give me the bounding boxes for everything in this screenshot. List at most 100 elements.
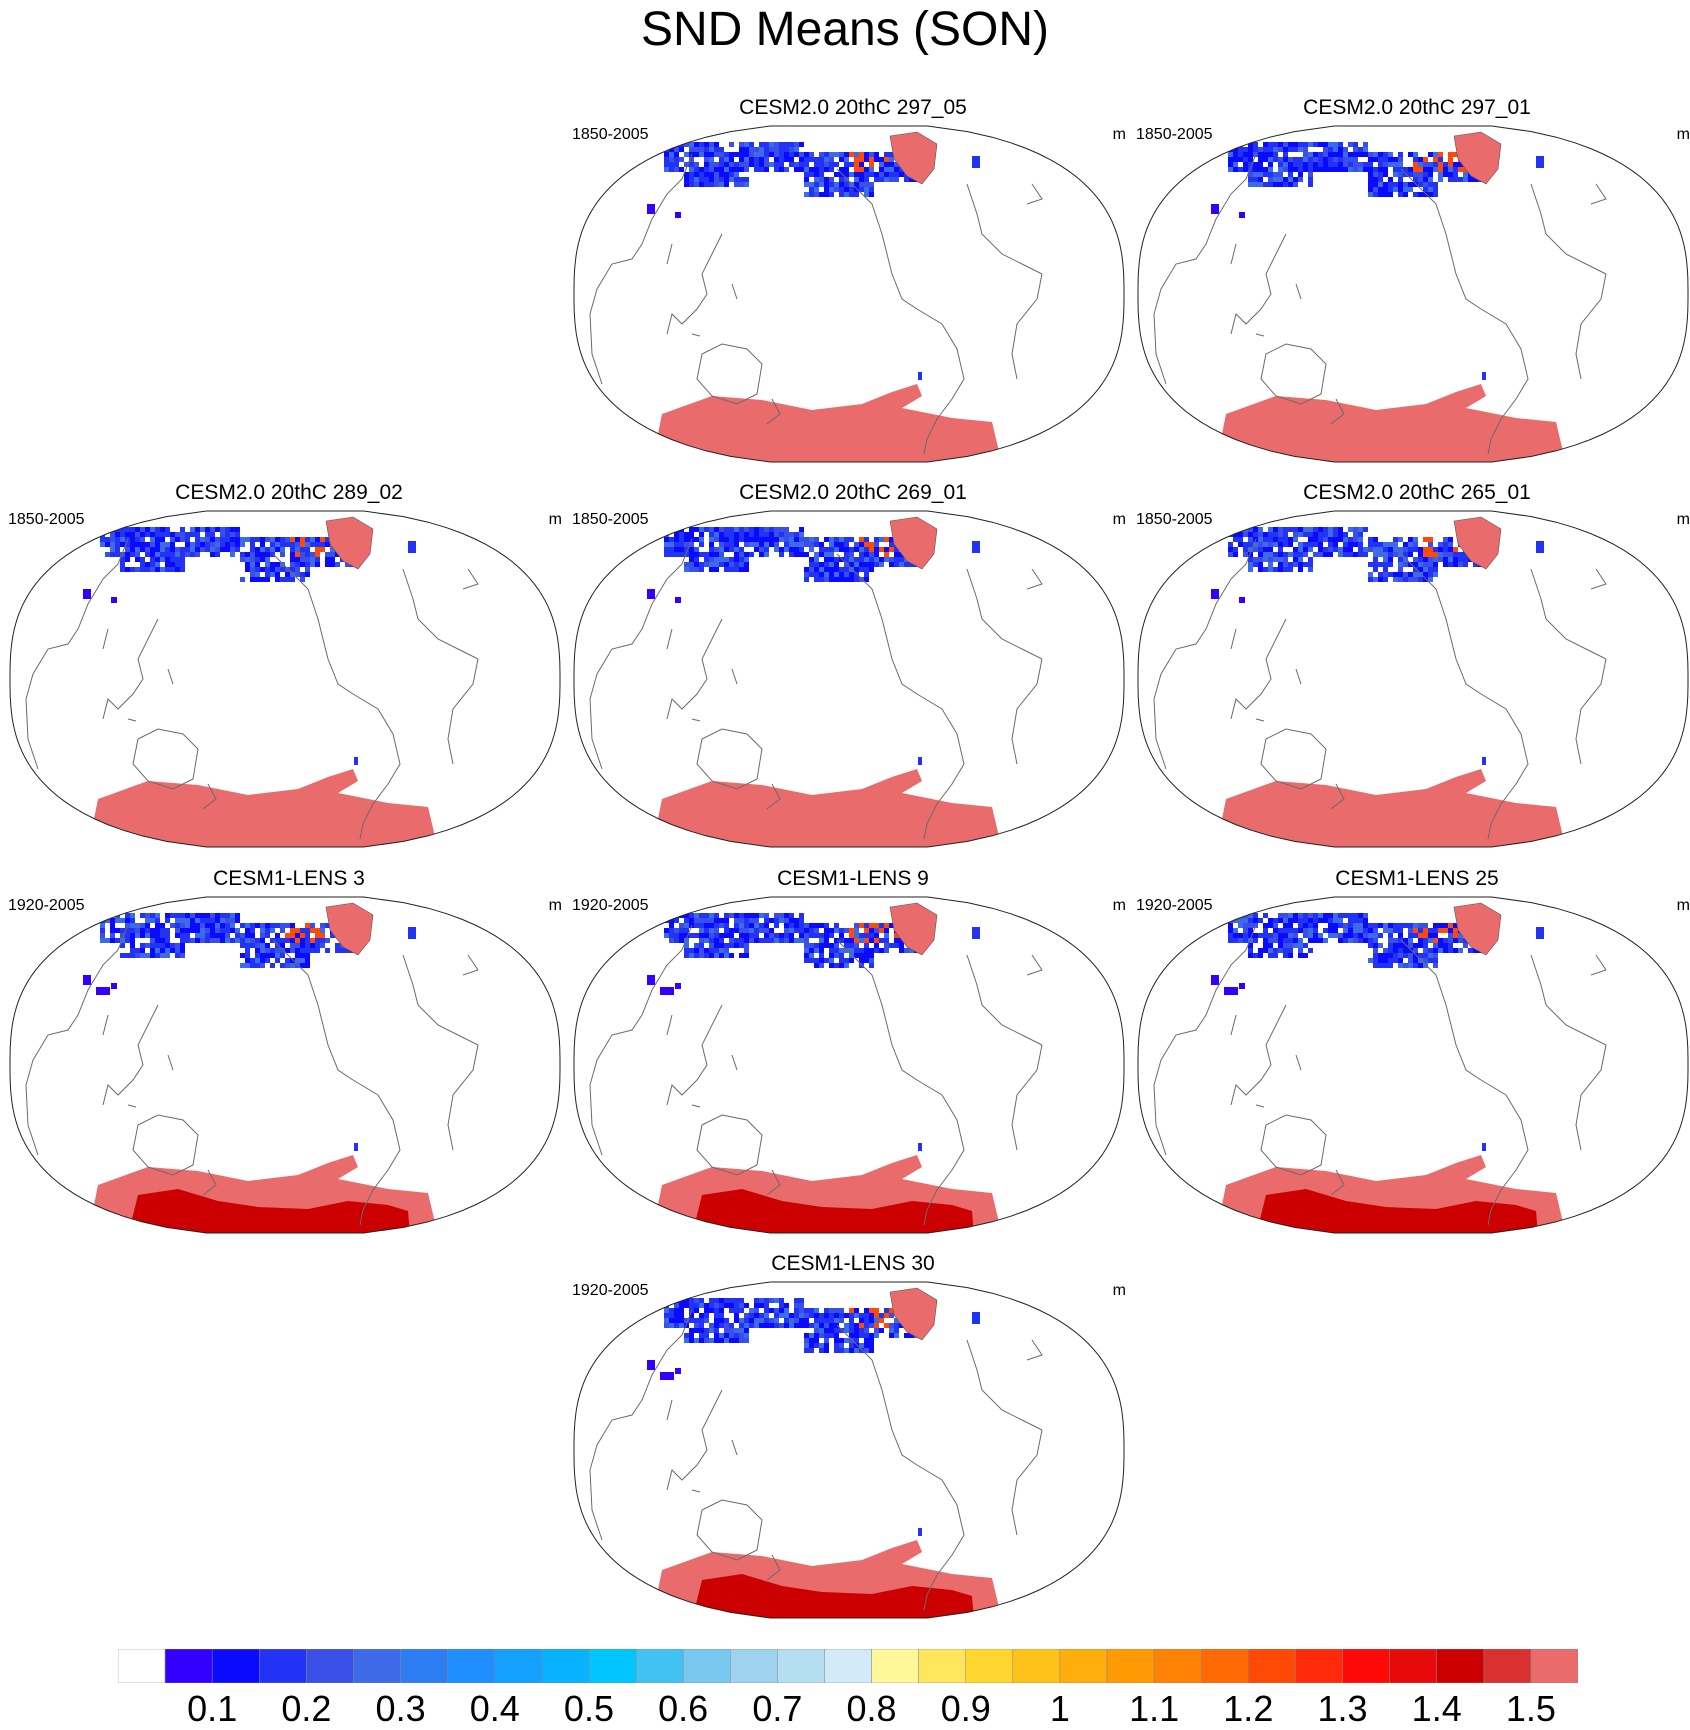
snow-cell-eurasia	[1248, 948, 1253, 953]
snow-cell-eurasia	[714, 162, 719, 167]
snow-cell-eurasia	[744, 938, 749, 943]
snow-cell-north-america	[889, 162, 894, 167]
snow-cell-eurasia	[719, 167, 724, 172]
snow-cell-north-america	[1378, 187, 1383, 192]
snow-cell-north-america	[819, 542, 824, 547]
snow-cell-eurasia	[729, 162, 734, 167]
snow-cell-north-america	[824, 943, 829, 948]
snow-cell-north-america	[844, 172, 849, 177]
snow-cell-eurasia	[140, 532, 145, 537]
snow-cell-north-america	[320, 923, 325, 928]
snow-cell-eurasia	[235, 913, 240, 918]
snow-cell-eurasia	[1298, 923, 1303, 928]
snow-cell-eurasia	[779, 938, 784, 943]
snow-cell-eurasia	[1353, 532, 1358, 537]
snow-cell-north-america	[1403, 923, 1408, 928]
colorbar-box	[447, 1649, 496, 1683]
snow-cell-eurasia	[749, 532, 754, 537]
snow-cell-eurasia	[689, 1338, 694, 1343]
snow-cell-eurasia	[1343, 938, 1348, 943]
snow-cell-eurasia	[724, 1328, 729, 1333]
snow-cell-north-america	[260, 938, 265, 943]
snow-cell-north-america	[1388, 943, 1393, 948]
panel-title: CESM1-LENS 3	[213, 867, 365, 890]
snow-cell-north-america	[1378, 167, 1383, 172]
snow-cell-north-america	[1398, 557, 1403, 562]
snow-cell-north-america	[1403, 192, 1408, 197]
snow-cell-eurasia	[1313, 167, 1318, 172]
snow-cell-north-america	[320, 537, 325, 542]
snow-cell-north-america	[809, 557, 814, 562]
snow-cell-north-america	[1368, 562, 1373, 567]
snow-cell-eurasia	[165, 552, 170, 557]
snow-cell-eurasia	[165, 938, 170, 943]
map-plot	[573, 125, 1125, 463]
snow-cell-eurasia	[1273, 532, 1278, 537]
snow-cell-north-america	[1388, 562, 1393, 567]
snow-cell-eurasia	[1253, 172, 1258, 177]
snow-cell-eurasia	[754, 928, 759, 933]
snow-cell-tibet	[647, 204, 655, 214]
snow-cell-eurasia	[1308, 933, 1313, 938]
snow-cell-north-america	[255, 567, 260, 572]
snow-cell-eurasia	[759, 527, 764, 532]
snow-cell-eurasia	[699, 1333, 704, 1338]
snow-cell-north-america	[864, 152, 869, 157]
snow-cell-andes	[354, 757, 358, 765]
snow-cell-north-america	[1453, 938, 1458, 943]
snow-cell-eurasia	[1263, 152, 1268, 157]
snow-cell-north-america	[894, 177, 899, 182]
snow-cell-north-america	[305, 958, 310, 963]
antarctica-snow	[652, 769, 1002, 847]
snow-cell-eurasia	[1333, 532, 1338, 537]
coastline	[462, 568, 479, 590]
snow-cell-north-america	[290, 552, 295, 557]
snow-cell-eurasia	[1353, 923, 1358, 928]
snow-cell-eurasia	[1313, 527, 1318, 532]
snow-cell-eurasia	[709, 147, 714, 152]
snow-cell-north-america	[829, 182, 834, 187]
snow-cell-north-america	[1443, 552, 1448, 557]
snow-cell-eurasia	[1283, 537, 1288, 542]
snow-cell-eurasia	[1278, 537, 1283, 542]
snow-cell-eurasia	[679, 933, 684, 938]
snow-cell-eurasia	[714, 547, 719, 552]
snow-cell-north-america	[819, 1328, 824, 1333]
snow-cell-eurasia	[230, 532, 235, 537]
snow-cell-north-america	[275, 943, 280, 948]
snow-cell-eurasia	[1248, 918, 1253, 923]
snow-cell-eurasia	[764, 913, 769, 918]
snow-cell-eurasia	[689, 1303, 694, 1308]
snow-cell-eurasia	[709, 177, 714, 182]
snow-cell-eurasia	[185, 928, 190, 933]
snow-cell-eurasia	[1243, 542, 1248, 547]
snow-cell-north-america	[844, 938, 849, 943]
snow-cell-eurasia	[1303, 527, 1308, 532]
snow-cell-eurasia	[734, 182, 739, 187]
snow-cell-eurasia	[714, 933, 719, 938]
snow-cell-north-america	[1398, 963, 1403, 968]
snow-cell-eurasia	[1253, 527, 1258, 532]
snow-cell-north-america	[1423, 953, 1428, 958]
snow-cell-eurasia	[220, 542, 225, 547]
snow-cell-north-america	[874, 537, 879, 542]
snow-cell-eurasia	[125, 928, 130, 933]
colorbar-box	[1342, 1649, 1390, 1683]
snow-cell-north-america	[245, 953, 250, 958]
snow-cell-eurasia	[140, 933, 145, 938]
snow-cell-eurasia	[1268, 923, 1273, 928]
snow-cell-eurasia	[1288, 933, 1293, 938]
antarctica-snow	[1216, 769, 1566, 847]
snow-cell-north-america	[804, 177, 809, 182]
snow-cell-north-america	[1373, 933, 1378, 938]
snow-cell-eurasia	[789, 1318, 794, 1323]
snow-cell-north-america	[1388, 152, 1393, 157]
snow-cell-north-america	[1428, 958, 1433, 963]
snow-cell-eurasia	[1358, 147, 1363, 152]
snow-cell-eurasia	[225, 938, 230, 943]
snow-cell-north-america	[1408, 537, 1413, 542]
snow-cell-eurasia	[1253, 918, 1258, 923]
snow-cell-eurasia	[180, 953, 185, 958]
snow-cell-eurasia	[1273, 147, 1278, 152]
snow-cell-eurasia	[684, 918, 689, 923]
